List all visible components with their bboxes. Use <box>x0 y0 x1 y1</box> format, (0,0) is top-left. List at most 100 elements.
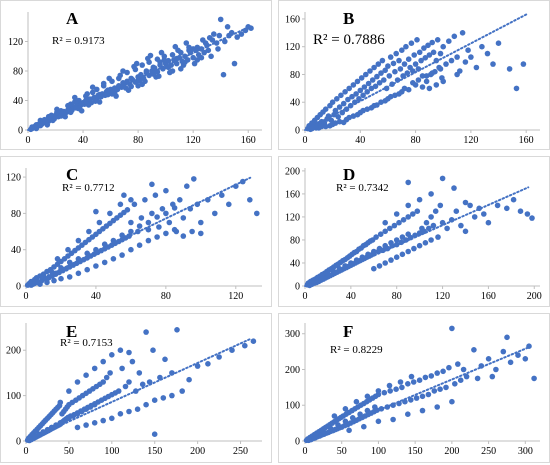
data-point <box>173 60 180 67</box>
x-tick-label: 200 <box>527 291 542 302</box>
data-point <box>201 49 207 56</box>
data-point <box>459 30 466 36</box>
data-point <box>353 398 360 405</box>
data-point <box>419 73 426 79</box>
data-point <box>517 208 524 214</box>
data-point <box>135 83 141 89</box>
data-point <box>142 78 148 85</box>
data-point <box>388 240 394 246</box>
data-point <box>216 32 223 39</box>
data-point <box>96 99 103 105</box>
data-point <box>416 377 423 384</box>
data-point <box>253 210 260 217</box>
data-point <box>405 411 411 418</box>
data-point <box>163 210 169 217</box>
x-tick-label: 50 <box>337 446 347 457</box>
scatter-points <box>303 325 537 444</box>
data-point <box>357 411 363 418</box>
data-point <box>446 38 452 44</box>
data-point <box>126 379 132 385</box>
data-point <box>428 214 434 220</box>
data-point <box>465 47 471 53</box>
data-point <box>83 422 89 428</box>
data-point <box>152 192 159 198</box>
data-point <box>143 68 150 74</box>
data-point <box>432 208 439 214</box>
data-point <box>437 66 444 72</box>
data-point <box>416 49 423 56</box>
data-point <box>419 407 426 414</box>
r-squared-label: R² = 0.7342 <box>336 182 389 194</box>
data-point <box>405 214 412 220</box>
x-tick-label: 200 <box>444 446 459 457</box>
x-tick-label: 120 <box>228 291 243 302</box>
y-tick-label: 120 <box>8 37 23 48</box>
data-point <box>183 40 190 46</box>
trendline <box>25 338 252 442</box>
data-point <box>161 53 168 60</box>
scatter-points <box>24 176 260 288</box>
data-point <box>400 217 407 223</box>
data-point <box>180 233 187 239</box>
data-point <box>412 61 419 67</box>
data-point <box>379 57 386 64</box>
data-point <box>171 205 178 211</box>
y-tick-label: 160 <box>285 14 300 25</box>
data-point <box>163 230 169 237</box>
data-point <box>70 413 76 419</box>
data-point <box>382 219 389 226</box>
data-point <box>387 388 394 394</box>
data-point <box>421 45 427 51</box>
data-point <box>474 375 481 382</box>
r-squared-label: R² = 0.8229 <box>330 344 383 356</box>
data-point <box>378 70 384 76</box>
y-tick-label: 80 <box>290 70 300 81</box>
x-tick-label: 160 <box>481 291 496 302</box>
data-point <box>66 415 72 422</box>
data-point <box>431 388 438 394</box>
x-tick-label: 160 <box>241 135 256 146</box>
data-point <box>171 226 178 233</box>
data-point <box>360 92 366 99</box>
data-point <box>247 197 253 203</box>
data-point <box>194 57 201 63</box>
data-point <box>83 406 89 413</box>
data-point <box>349 415 356 421</box>
x-tick-label: 0 <box>24 291 29 302</box>
data-point <box>342 89 348 95</box>
data-point <box>391 222 398 229</box>
data-point <box>413 395 420 401</box>
data-point <box>437 202 444 209</box>
data-point <box>157 59 163 65</box>
data-point <box>132 66 139 73</box>
data-point <box>74 424 81 431</box>
data-point <box>322 106 329 112</box>
data-point <box>74 411 81 417</box>
trendline <box>304 346 530 442</box>
data-point <box>531 375 537 382</box>
data-point <box>145 219 152 226</box>
data-point <box>414 208 421 214</box>
data-point <box>219 192 225 198</box>
y-tick-label: 200 <box>285 365 300 376</box>
data-point <box>403 43 409 50</box>
data-point <box>388 257 394 263</box>
scatter-points <box>305 30 527 133</box>
data-point <box>399 384 405 391</box>
data-point <box>367 68 373 74</box>
data-point <box>415 77 422 83</box>
data-point <box>322 123 329 130</box>
data-point <box>460 366 467 373</box>
data-point <box>100 379 106 385</box>
data-point <box>364 89 371 95</box>
data-point <box>382 242 389 249</box>
data-point <box>522 356 529 362</box>
data-point <box>425 42 431 49</box>
data-point <box>371 248 377 255</box>
data-point <box>471 347 477 353</box>
data-point <box>115 388 122 394</box>
x-tick-label: 150 <box>147 446 162 457</box>
data-point <box>481 211 487 217</box>
data-point <box>110 255 117 262</box>
data-point <box>119 232 125 238</box>
